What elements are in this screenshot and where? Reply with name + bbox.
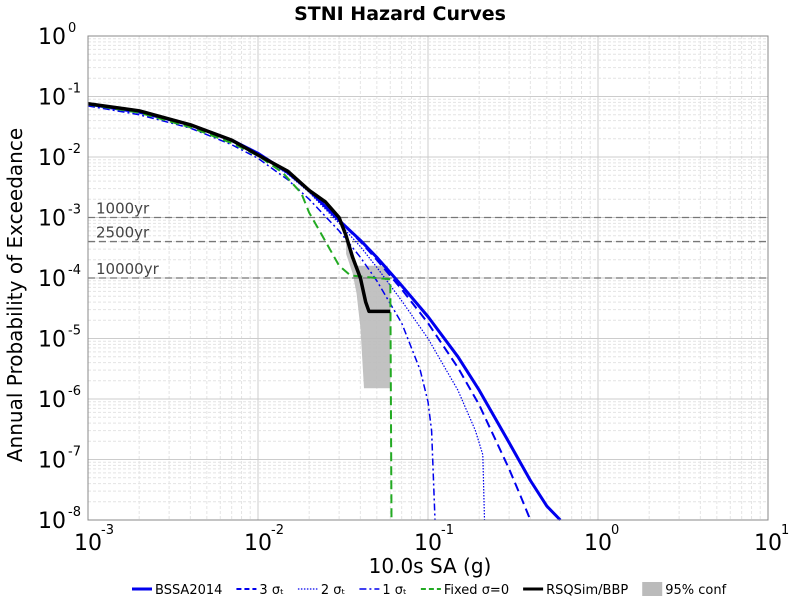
- legend-label-6: 95% conf: [665, 583, 726, 598]
- x-tick-exponent: -1: [441, 523, 454, 538]
- reference-label-2500yr: 2500yr: [96, 224, 150, 242]
- y-tick-label: 10: [38, 207, 66, 232]
- x-tick-label: 10: [754, 531, 782, 556]
- y-tick-label: 10: [38, 146, 66, 171]
- y-tick-exponent: -2: [68, 142, 81, 157]
- x-tick-label: 10: [244, 531, 272, 556]
- y-tick-label: 10: [38, 388, 66, 413]
- x-tick-exponent: 1: [781, 523, 789, 538]
- legend-label-0: BSSA2014: [155, 583, 222, 598]
- series-line-4: [87, 103, 393, 521]
- legend-label-1: 3 σₜ: [259, 583, 284, 598]
- y-tick-label: 10: [38, 267, 66, 292]
- y-tick-exponent: -5: [68, 324, 81, 339]
- chart-title: STNI Hazard Curves: [294, 3, 506, 25]
- x-tick-label: 10: [74, 531, 102, 556]
- y-tick-exponent: -3: [68, 203, 81, 218]
- legend-label-3: 1 σₜ: [382, 583, 407, 598]
- legend-label-4: Fixed σ=0: [444, 583, 509, 598]
- reference-label-1000yr: 1000yr: [96, 200, 150, 218]
- x-tick-label: 10: [584, 531, 612, 556]
- y-tick-label: 10: [38, 449, 66, 474]
- series-layer: [87, 101, 562, 522]
- y-axis-label: Annual Probability of Exceedance: [3, 128, 27, 462]
- y-tick-exponent: -7: [68, 445, 81, 460]
- y-tick-exponent: -4: [68, 263, 81, 278]
- legend-swatch-band: [642, 582, 663, 596]
- y-tick-exponent: -6: [68, 384, 81, 399]
- legend-label-2: 2 σₜ: [321, 583, 346, 598]
- x-tick-label: 10: [414, 531, 442, 556]
- legend: BSSA2014 3 σₜ 2 σₜ 1 σₜ Fixed σ=0 RSQSim/BBP 9…: [132, 582, 727, 598]
- y-tick-exponent: -1: [68, 82, 81, 97]
- legend-label-5: RSQSim/BBP: [546, 583, 628, 598]
- y-tick-label: 10: [38, 86, 66, 111]
- x-tick-exponent: -2: [271, 523, 284, 538]
- y-tick-exponent: 0: [68, 21, 76, 36]
- plot-frame: [87, 35, 769, 521]
- series-line-3: [87, 105, 436, 521]
- series-line-5: [87, 101, 391, 314]
- y-tick-label: 10: [38, 328, 66, 353]
- reference-lines: 1000yr 2500yr 10000yr: [88, 200, 768, 279]
- y-tick-label: 10: [38, 25, 66, 50]
- y-tick-exponent: -8: [68, 505, 81, 520]
- reference-label-10000yr: 10000yr: [96, 260, 160, 278]
- x-tick-exponent: 0: [611, 523, 619, 538]
- x-tick-exponent: -3: [101, 523, 114, 538]
- y-tick-label: 10: [38, 509, 66, 534]
- x-axis-label: 10.0s SA (g): [369, 554, 492, 578]
